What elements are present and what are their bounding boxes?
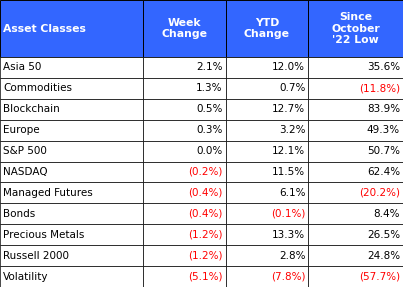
Bar [226, 183, 308, 203]
Text: (5.1%): (5.1%) [188, 272, 223, 282]
Bar [226, 203, 308, 224]
Text: 0.7%: 0.7% [279, 83, 305, 93]
Text: 12.7%: 12.7% [272, 104, 305, 114]
Text: Precious Metals: Precious Metals [3, 230, 84, 240]
Text: 13.3%: 13.3% [272, 230, 305, 240]
Bar [308, 203, 403, 224]
Bar [226, 99, 308, 120]
Bar [0, 162, 143, 183]
Text: 8.4%: 8.4% [374, 209, 400, 219]
Text: Since
October
'22 Low: Since October '22 Low [331, 12, 380, 45]
Text: 26.5%: 26.5% [367, 230, 400, 240]
Bar [143, 224, 226, 245]
Text: 35.6%: 35.6% [367, 63, 400, 72]
Bar [226, 141, 308, 162]
Text: (1.2%): (1.2%) [188, 230, 223, 240]
Bar [0, 141, 143, 162]
Text: (0.4%): (0.4%) [188, 188, 223, 198]
Bar [226, 78, 308, 99]
Text: (11.8%): (11.8%) [359, 83, 400, 93]
Text: 0.0%: 0.0% [196, 146, 223, 156]
Text: YTD
Change: YTD Change [244, 18, 290, 39]
Bar [308, 245, 403, 266]
Text: 6.1%: 6.1% [279, 188, 305, 198]
Bar [143, 99, 226, 120]
Bar [143, 245, 226, 266]
Bar [226, 245, 308, 266]
Bar [143, 57, 226, 78]
Bar [0, 266, 143, 287]
Bar [308, 99, 403, 120]
Bar [143, 0, 226, 57]
Bar [226, 120, 308, 141]
Bar [308, 183, 403, 203]
Bar [308, 224, 403, 245]
Bar [0, 120, 143, 141]
Text: (20.2%): (20.2%) [359, 188, 400, 198]
Text: Commodities: Commodities [3, 83, 72, 93]
Bar [308, 266, 403, 287]
Text: 62.4%: 62.4% [367, 167, 400, 177]
Text: Europe: Europe [3, 125, 39, 135]
Text: 83.9%: 83.9% [367, 104, 400, 114]
Bar [0, 183, 143, 203]
Bar [226, 266, 308, 287]
Text: (0.1%): (0.1%) [271, 209, 305, 219]
Bar [226, 224, 308, 245]
Text: 1.3%: 1.3% [196, 83, 223, 93]
Text: (57.7%): (57.7%) [359, 272, 400, 282]
Text: Bonds: Bonds [3, 209, 35, 219]
Bar [143, 183, 226, 203]
Bar [308, 57, 403, 78]
Text: 24.8%: 24.8% [367, 251, 400, 261]
Bar [0, 99, 143, 120]
Bar [0, 0, 143, 57]
Bar [308, 0, 403, 57]
Bar [308, 78, 403, 99]
Text: 0.3%: 0.3% [196, 125, 223, 135]
Bar [308, 162, 403, 183]
Bar [0, 78, 143, 99]
Text: (0.2%): (0.2%) [188, 167, 223, 177]
Bar [226, 57, 308, 78]
Bar [0, 203, 143, 224]
Text: 2.1%: 2.1% [196, 63, 223, 72]
Text: Asset Classes: Asset Classes [3, 24, 86, 34]
Text: (0.4%): (0.4%) [188, 209, 223, 219]
Text: 11.5%: 11.5% [272, 167, 305, 177]
Text: 50.7%: 50.7% [367, 146, 400, 156]
Bar [0, 224, 143, 245]
Text: Russell 2000: Russell 2000 [3, 251, 69, 261]
Bar [0, 57, 143, 78]
Text: 12.1%: 12.1% [272, 146, 305, 156]
Bar [143, 162, 226, 183]
Text: 2.8%: 2.8% [279, 251, 305, 261]
Bar [143, 120, 226, 141]
Text: Blockchain: Blockchain [3, 104, 60, 114]
Text: 3.2%: 3.2% [279, 125, 305, 135]
Text: 0.5%: 0.5% [196, 104, 223, 114]
Text: Asia 50: Asia 50 [3, 63, 42, 72]
Text: Managed Futures: Managed Futures [3, 188, 93, 198]
Bar [226, 162, 308, 183]
Text: (1.2%): (1.2%) [188, 251, 223, 261]
Text: Week
Change: Week Change [161, 18, 208, 39]
Text: 49.3%: 49.3% [367, 125, 400, 135]
Bar [226, 0, 308, 57]
Text: 12.0%: 12.0% [272, 63, 305, 72]
Text: NASDAQ: NASDAQ [3, 167, 48, 177]
Bar [0, 245, 143, 266]
Text: Volatility: Volatility [3, 272, 48, 282]
Bar [143, 203, 226, 224]
Bar [143, 266, 226, 287]
Text: S&P 500: S&P 500 [3, 146, 47, 156]
Bar [308, 141, 403, 162]
Text: (7.8%): (7.8%) [271, 272, 305, 282]
Bar [308, 120, 403, 141]
Bar [143, 141, 226, 162]
Bar [143, 78, 226, 99]
